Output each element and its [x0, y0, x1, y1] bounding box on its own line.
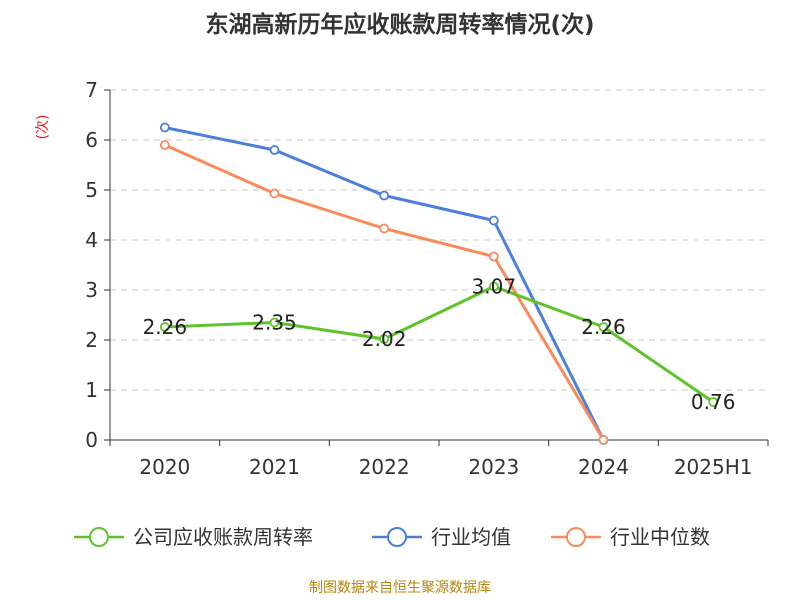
data-label: 2.35	[252, 311, 297, 335]
legend-item-0[interactable]: 公司应收账款周转率	[74, 525, 313, 549]
legend-marker-icon	[387, 527, 407, 547]
data-labels: 2.26 2.35 2.02 3.07 2.26 0.76	[143, 275, 736, 415]
data-point	[379, 334, 390, 344]
data-point	[598, 322, 609, 332]
legend-label: 公司应收账款周转率	[133, 525, 313, 549]
data-point	[159, 322, 170, 332]
x-tick-label: 2023	[468, 455, 519, 479]
data-point	[269, 317, 280, 328]
y-tick-label: 2	[85, 328, 98, 352]
series-line-2	[164, 143, 605, 441]
legend-label: 行业中位数	[610, 525, 710, 549]
x-tick-label: 2024	[578, 455, 629, 479]
data-point	[379, 223, 390, 234]
data-label: 3.07	[472, 275, 517, 299]
data-point	[708, 397, 719, 407]
x-tick-label: 2021	[249, 455, 300, 479]
series-line-0	[164, 285, 715, 404]
legend-item-1[interactable]: 行业均值	[372, 525, 511, 549]
data-point	[269, 188, 280, 199]
legend-marker-icon	[89, 527, 109, 547]
data-point	[269, 145, 280, 155]
legend-marker-icon	[566, 527, 586, 547]
data-point	[488, 281, 499, 292]
series-lines	[159, 122, 719, 445]
y-axis-label: (次)	[35, 115, 51, 140]
y-tick-label: 4	[85, 228, 98, 252]
data-label: 2.02	[362, 327, 407, 351]
y-tick-label: 6	[85, 128, 98, 152]
y-tick-label: 0	[85, 428, 98, 452]
data-point	[159, 140, 170, 150]
data-point	[598, 435, 609, 445]
axes: 0 1 2 3 4 5 6 7 2020 2021 2022 2023 2024 2025H1	[85, 78, 769, 479]
legend-label: 行业均值	[431, 525, 511, 549]
source-note: 制图数据来自恒生聚源数据库	[309, 580, 491, 596]
y-tick-label: 7	[85, 78, 98, 102]
data-label: 0.76	[691, 390, 736, 414]
x-tick-label: 2025H1	[674, 455, 753, 479]
chart-title: 东湖高新历年应收账款周转率情况(次)	[205, 11, 594, 38]
y-tick-label: 5	[85, 178, 98, 202]
data-label: 2.26	[581, 315, 626, 339]
x-tick-label: 2022	[359, 455, 410, 479]
data-point	[488, 215, 499, 226]
data-label: 2.26	[143, 315, 188, 339]
y-tick-label: 3	[85, 278, 98, 302]
data-point	[379, 190, 390, 201]
legend-item-2[interactable]: 行业中位数	[551, 525, 710, 549]
x-tick-label: 2020	[139, 455, 190, 479]
legend[interactable]: 公司应收账款周转率 行业均值 行业中位数	[74, 525, 710, 549]
y-tick-label: 1	[85, 378, 98, 402]
data-point	[159, 122, 170, 133]
data-point	[488, 251, 499, 262]
